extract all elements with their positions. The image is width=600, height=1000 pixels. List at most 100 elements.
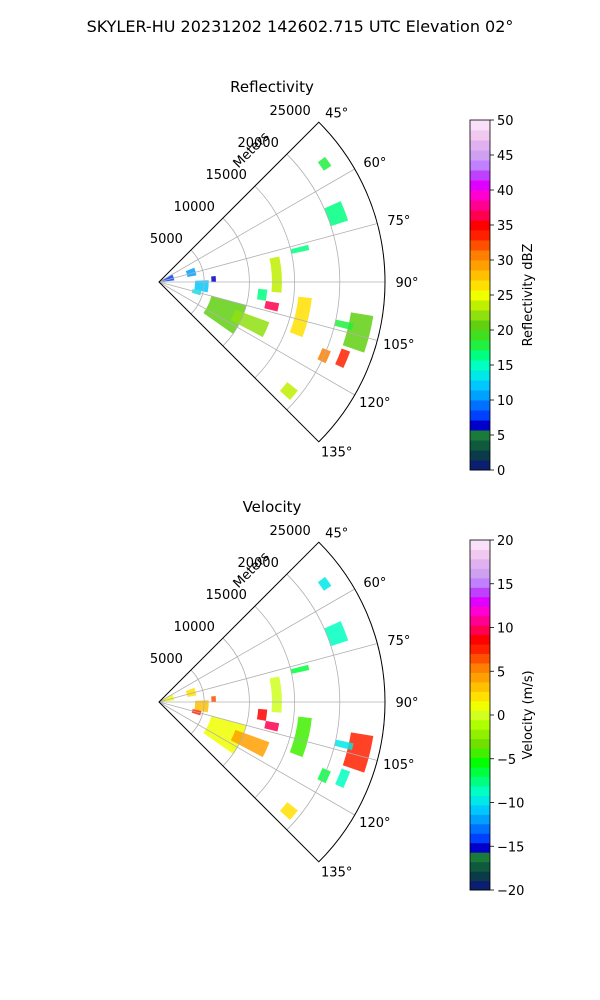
azimuth-spoke bbox=[158, 643, 378, 703]
colorbar-swatch bbox=[470, 852, 490, 863]
radial-tick-label: 5000 bbox=[150, 652, 183, 667]
echo-segment bbox=[334, 319, 354, 331]
reflectivity-title: Reflectivity bbox=[230, 78, 314, 96]
colorbar-swatch bbox=[470, 615, 490, 626]
echo-segment bbox=[230, 729, 270, 758]
colorbar-swatch bbox=[470, 370, 490, 381]
echo-segment bbox=[290, 664, 310, 674]
azimuth-tick-label: 45° bbox=[325, 106, 348, 121]
colorbar-tick-label: 10 bbox=[497, 622, 514, 637]
radial-tick-label: 5000 bbox=[150, 232, 183, 247]
azimuth-tick-label: 135° bbox=[321, 866, 352, 881]
sector-frame bbox=[158, 121, 386, 443]
azimuth-tick-label: 90° bbox=[395, 276, 418, 291]
azimuth-tick-label: 105° bbox=[383, 758, 414, 773]
colorbar-swatch bbox=[470, 842, 490, 853]
colorbar-tick-label: −15 bbox=[497, 840, 524, 855]
colorbar-swatch bbox=[470, 606, 490, 617]
radial-tick-label: 20000 bbox=[237, 136, 278, 151]
azimuth-spoke bbox=[158, 223, 378, 283]
echo-segment bbox=[264, 300, 280, 312]
colorbar-tick-label: 5 bbox=[497, 429, 505, 444]
colorbar-swatch bbox=[470, 160, 490, 171]
colorbar-tick-label: 15 bbox=[497, 359, 514, 374]
echo-segment bbox=[203, 716, 247, 754]
echo-segment bbox=[256, 288, 268, 301]
radial-tick-label: 15000 bbox=[206, 168, 247, 183]
colorbar-tick-label: 15 bbox=[497, 578, 514, 593]
echo-segment bbox=[317, 156, 332, 171]
colorbar-swatch bbox=[470, 757, 490, 768]
colorbar-swatch bbox=[470, 700, 490, 711]
colorbar-tick-label: −10 bbox=[497, 797, 524, 812]
colorbar-swatch bbox=[470, 310, 490, 321]
radial-tick-label: 10000 bbox=[174, 200, 215, 215]
colorbar-swatch bbox=[470, 795, 490, 806]
colorbar-swatch bbox=[470, 170, 490, 181]
echo-segment bbox=[290, 244, 310, 254]
colorbar-swatch bbox=[470, 330, 490, 341]
colorbar-swatch bbox=[470, 644, 490, 655]
colorbar-swatch bbox=[470, 350, 490, 361]
colorbar-swatch bbox=[470, 596, 490, 607]
colorbar-swatch bbox=[470, 672, 490, 683]
echo-segment bbox=[335, 348, 351, 368]
colorbar-swatch bbox=[470, 190, 490, 201]
colorbar-swatch bbox=[470, 814, 490, 825]
colorbar-swatch bbox=[470, 200, 490, 211]
colorbar-swatch bbox=[470, 625, 490, 636]
colorbar-swatch bbox=[470, 420, 490, 431]
echo-segment bbox=[185, 687, 197, 697]
colorbar-swatch bbox=[470, 691, 490, 702]
colorbar-swatch bbox=[470, 130, 490, 141]
colorbar-swatch bbox=[470, 450, 490, 461]
echo-segment bbox=[317, 576, 332, 591]
colorbar-swatch bbox=[470, 410, 490, 421]
colorbar-swatch bbox=[470, 240, 490, 251]
colorbar-swatch bbox=[470, 767, 490, 777]
radial-tick-label: 25000 bbox=[269, 104, 310, 119]
colorbar-swatch bbox=[470, 120, 490, 131]
reflectivity-panel: Reflectivity 45°60°75°90°105°120°135°500… bbox=[150, 78, 536, 479]
azimuth-tick-label: 60° bbox=[363, 156, 386, 171]
colorbar-label: Reflectivity dBZ bbox=[521, 244, 536, 347]
echo-segment bbox=[256, 708, 268, 721]
colorbar-swatch bbox=[470, 558, 490, 569]
velocity-panel: Velocity 45°60°75°90°105°120°135°5000100… bbox=[150, 498, 536, 899]
radial-tick-label: 20000 bbox=[237, 556, 278, 571]
azimuth-spoke bbox=[158, 168, 355, 283]
colorbar-swatch bbox=[470, 210, 490, 221]
echo-segment bbox=[264, 720, 280, 732]
colorbar-label: Velocity (m/s) bbox=[521, 670, 536, 759]
colorbar-swatch bbox=[470, 150, 490, 161]
echo-segment bbox=[324, 621, 349, 647]
colorbar-swatch bbox=[470, 748, 490, 759]
colorbar-swatch bbox=[470, 568, 490, 579]
azimuth-tick-label: 60° bbox=[363, 576, 386, 591]
echo-segment bbox=[211, 696, 216, 702]
colorbar: 0 5 10 15 20 25 30 35 40 45 50 Reflectivity dBZ bbox=[469, 114, 536, 479]
colorbar-tick-label: 5 bbox=[497, 665, 505, 680]
colorbar-swatch bbox=[470, 577, 490, 588]
colorbar-tick-label: 50 bbox=[497, 114, 514, 129]
echo-segment bbox=[289, 716, 312, 758]
colorbar-swatch bbox=[470, 823, 490, 834]
echo-segment bbox=[194, 280, 209, 293]
colorbar-swatch bbox=[470, 340, 490, 351]
azimuth-tick-label: 75° bbox=[387, 634, 410, 649]
colorbar-swatch bbox=[470, 833, 490, 844]
colorbar-swatch bbox=[470, 220, 490, 231]
echo-segment bbox=[334, 739, 354, 751]
colorbar-swatch bbox=[470, 681, 490, 692]
colorbar-swatch bbox=[470, 290, 490, 301]
azimuth-spoke bbox=[158, 701, 355, 816]
colorbar-swatch bbox=[470, 710, 490, 721]
colorbar-swatch bbox=[470, 400, 490, 411]
colorbar-swatch bbox=[470, 280, 490, 291]
colorbar-swatch bbox=[470, 320, 490, 331]
colorbar-tick-label: 35 bbox=[497, 219, 514, 234]
echo-segment bbox=[269, 676, 282, 713]
echo-segment bbox=[185, 267, 197, 277]
colorbar-swatch bbox=[470, 871, 490, 882]
